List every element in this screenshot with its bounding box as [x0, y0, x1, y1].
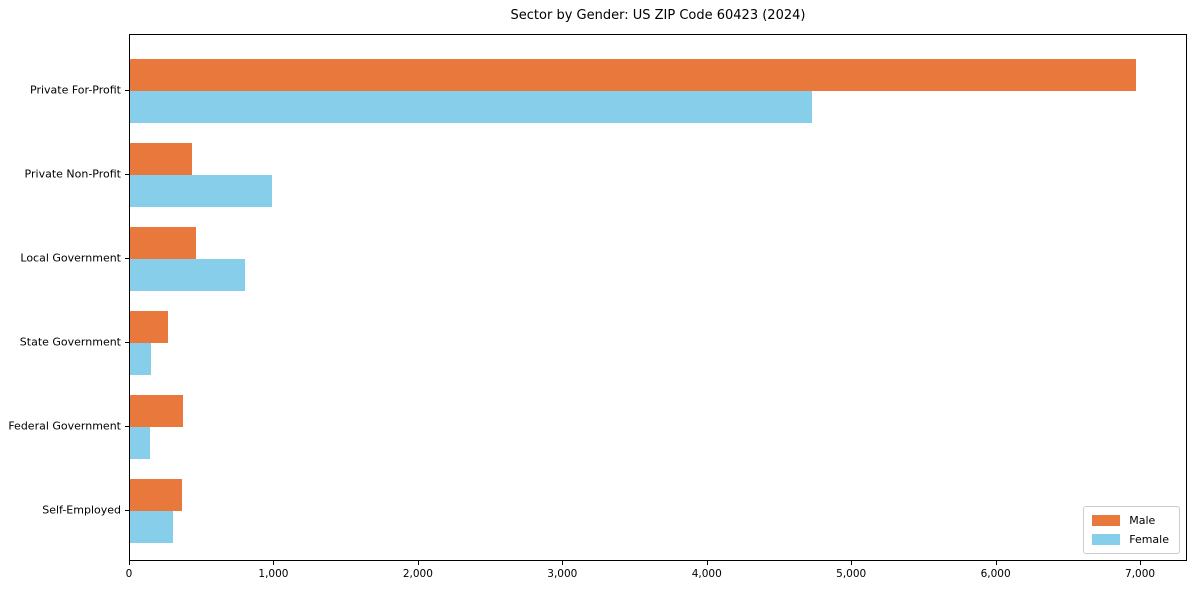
legend-item-female: Female	[1092, 533, 1169, 546]
x-tick-label: 7,000	[1125, 568, 1156, 580]
x-tick-mark	[995, 561, 997, 565]
x-tick-mark	[129, 561, 130, 565]
y-tick-label: Local Government	[20, 251, 121, 264]
x-tick-label: 3,000	[547, 568, 578, 580]
bar-male-self-employed	[130, 478, 182, 511]
legend-swatch-female	[1092, 534, 1121, 545]
bar-male-federal-government	[130, 394, 183, 427]
y-tick-label: Private For-Profit	[30, 83, 121, 96]
y-tick-mark	[125, 509, 129, 511]
x-tick-label: 4,000	[691, 568, 722, 580]
x-tick-mark	[1140, 561, 1142, 565]
legend: Male Female	[1083, 506, 1180, 554]
y-tick-label: Private Non-Profit	[24, 167, 121, 180]
x-tick-mark	[417, 561, 419, 565]
y-tick-mark	[125, 341, 129, 343]
x-tick-label: 0	[125, 568, 133, 580]
y-tick-mark	[125, 257, 129, 259]
legend-label-male: Male	[1129, 514, 1156, 527]
y-tick-mark	[125, 173, 129, 175]
bar-female-state-government	[130, 342, 151, 375]
x-tick-label: 2,000	[402, 568, 433, 580]
bar-female-private-for-profit	[130, 90, 812, 123]
x-tick-mark	[706, 561, 708, 565]
bar-male-state-government	[130, 310, 168, 343]
x-tick-mark	[562, 561, 564, 565]
x-tick-label: 1,000	[258, 568, 289, 580]
legend-item-male: Male	[1092, 514, 1169, 527]
y-tick-mark	[125, 89, 129, 91]
y-tick-label: Federal Government	[8, 419, 121, 432]
legend-swatch-male	[1092, 515, 1121, 526]
legend-label-female: Female	[1129, 533, 1169, 546]
chart-title: Sector by Gender: US ZIP Code 60423 (202…	[510, 8, 806, 23]
bar-female-federal-government	[130, 426, 151, 459]
y-tick-mark	[125, 425, 129, 427]
x-tick-mark	[273, 561, 275, 565]
y-tick-label: Self-Employed	[42, 503, 121, 516]
x-tick-mark	[851, 561, 853, 565]
bar-female-local-government	[130, 258, 245, 291]
y-tick-label: State Government	[19, 335, 121, 348]
bar-male-local-government	[130, 226, 197, 259]
x-tick-label: 6,000	[980, 568, 1011, 580]
x-tick-label: 5,000	[836, 568, 867, 580]
bar-female-private-non-profit	[130, 174, 272, 207]
bar-male-private-non-profit	[130, 142, 193, 175]
bar-female-self-employed	[130, 510, 173, 543]
plot-area: Male Female	[129, 34, 1187, 561]
bar-male-private-for-profit	[130, 58, 1136, 91]
